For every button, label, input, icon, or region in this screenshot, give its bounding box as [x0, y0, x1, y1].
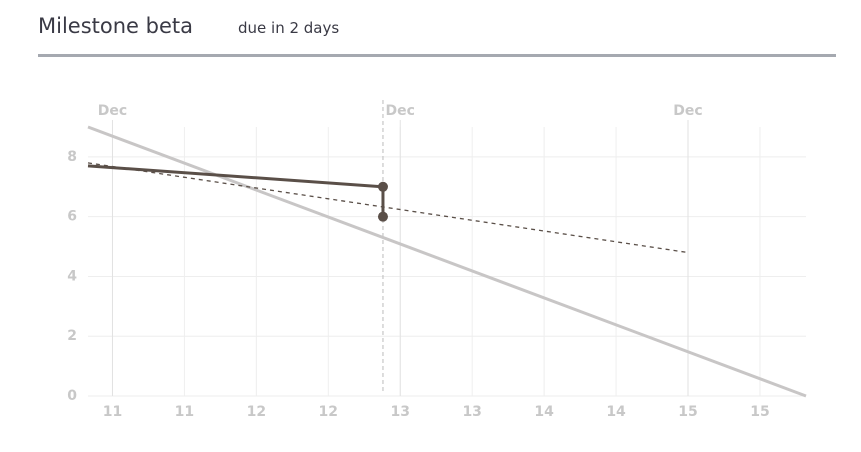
x-tick-label: 13: [390, 404, 409, 420]
x-tick-label: 14: [534, 404, 554, 420]
y-tick-label: 8: [67, 149, 77, 165]
x-tick-label: 12: [319, 404, 338, 420]
y-tick-label: 0: [67, 388, 77, 404]
x2-tick-label: Dec: [386, 103, 415, 119]
y-tick-label: 2: [67, 328, 77, 344]
x2-tick-label: Dec: [98, 103, 127, 119]
x-tick-label: 14: [606, 404, 626, 420]
y-tick-label: 6: [67, 209, 77, 225]
milestone-title: Milestone beta: [38, 14, 193, 38]
x-tick-label: 15: [750, 404, 769, 420]
point: [377, 181, 388, 192]
x-tick-label: 11: [103, 404, 122, 420]
header: Milestone beta due in 2 days: [38, 10, 836, 57]
series-line: [87, 164, 385, 217]
x-tick-label: 12: [247, 404, 266, 420]
x-tick-label: 15: [678, 404, 697, 420]
due-text: due in 2 days: [238, 19, 340, 37]
point: [377, 211, 388, 222]
x-tick-label: 11: [175, 404, 194, 420]
x-tick-label: 13: [462, 404, 481, 420]
series-line: [87, 162, 689, 254]
x2-tick-label: Dec: [673, 103, 702, 119]
y-tick-label: 4: [67, 268, 77, 284]
series-line: [87, 125, 807, 398]
